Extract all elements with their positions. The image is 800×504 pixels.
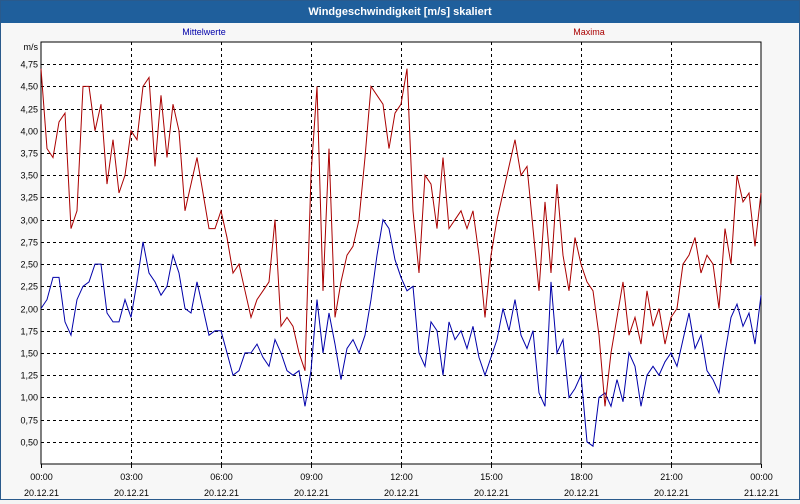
x-tick-label-date: 20.12.21 [24,488,59,498]
x-tick-label-time: 00:00 [750,472,773,482]
y-tick-label: 4,00 [20,127,38,137]
window-title: Windgeschwindigkeit [m/s] skaliert [1,1,799,23]
y-tick-label: 4,25 [20,105,38,115]
x-tick-label-date: 20.12.21 [564,488,599,498]
x-tick-label-date: 20.12.21 [384,488,419,498]
y-tick-label: 4,75 [20,60,38,70]
x-tick-label-time: 21:00 [660,472,683,482]
y-tick-label: 1,25 [20,371,38,381]
y-tick-label: 3,25 [20,193,38,203]
x-tick-label-date: 20.12.21 [114,488,149,498]
y-tick-label: 4,50 [20,82,38,92]
y-axis-label: m/s [24,42,39,52]
x-tick-label-date: 21.12.21 [744,488,779,498]
y-tick-label: 2,50 [20,260,38,270]
x-tick-label-time: 03:00 [120,472,143,482]
x-tick-label-date: 20.12.21 [204,488,239,498]
x-tick-label-time: 12:00 [390,472,413,482]
legend-maxima: Maxima [573,27,605,37]
x-tick-label-time: 15:00 [480,472,503,482]
y-tick-label: 2,25 [20,282,38,292]
y-tick-label: 3,75 [20,149,38,159]
legend-mittelwerte: Mittelwerte [182,27,226,37]
chart-area: 0,50 0,75 1,00 1,25 1,50 1,75 2,00 2,25 2,50 2,75… [1,23,799,499]
series-line-maxima [40,68,762,407]
y-tick-label: 1,50 [20,349,38,359]
y-tick-label: 1,75 [20,327,38,337]
x-tick-label-date: 20.12.21 [474,488,509,498]
x-tick-label-time: 09:00 [300,472,323,482]
x-tick-label-date: 20.12.21 [654,488,689,498]
y-tick-label: 1,00 [20,393,38,403]
y-tick-label: 2,75 [20,238,38,248]
y-tick-label: 3,00 [20,216,38,226]
y-tick-label: 0,50 [20,438,38,448]
y-tick-label: 0,75 [20,416,38,426]
series-line-mittelwerte [40,218,762,448]
x-tick-label-time: 06:00 [210,472,233,482]
x-tick-label-time: 00:00 [30,472,53,482]
x-tick-label-date: 20.12.21 [294,488,329,498]
x-tick-label-time: 18:00 [570,472,593,482]
y-tick-label: 2,00 [20,305,38,315]
y-tick-label: 3,50 [20,171,38,181]
line-chart: 0,50 0,75 1,00 1,25 1,50 1,75 2,00 2,25 2,50 2,75… [20,27,779,498]
